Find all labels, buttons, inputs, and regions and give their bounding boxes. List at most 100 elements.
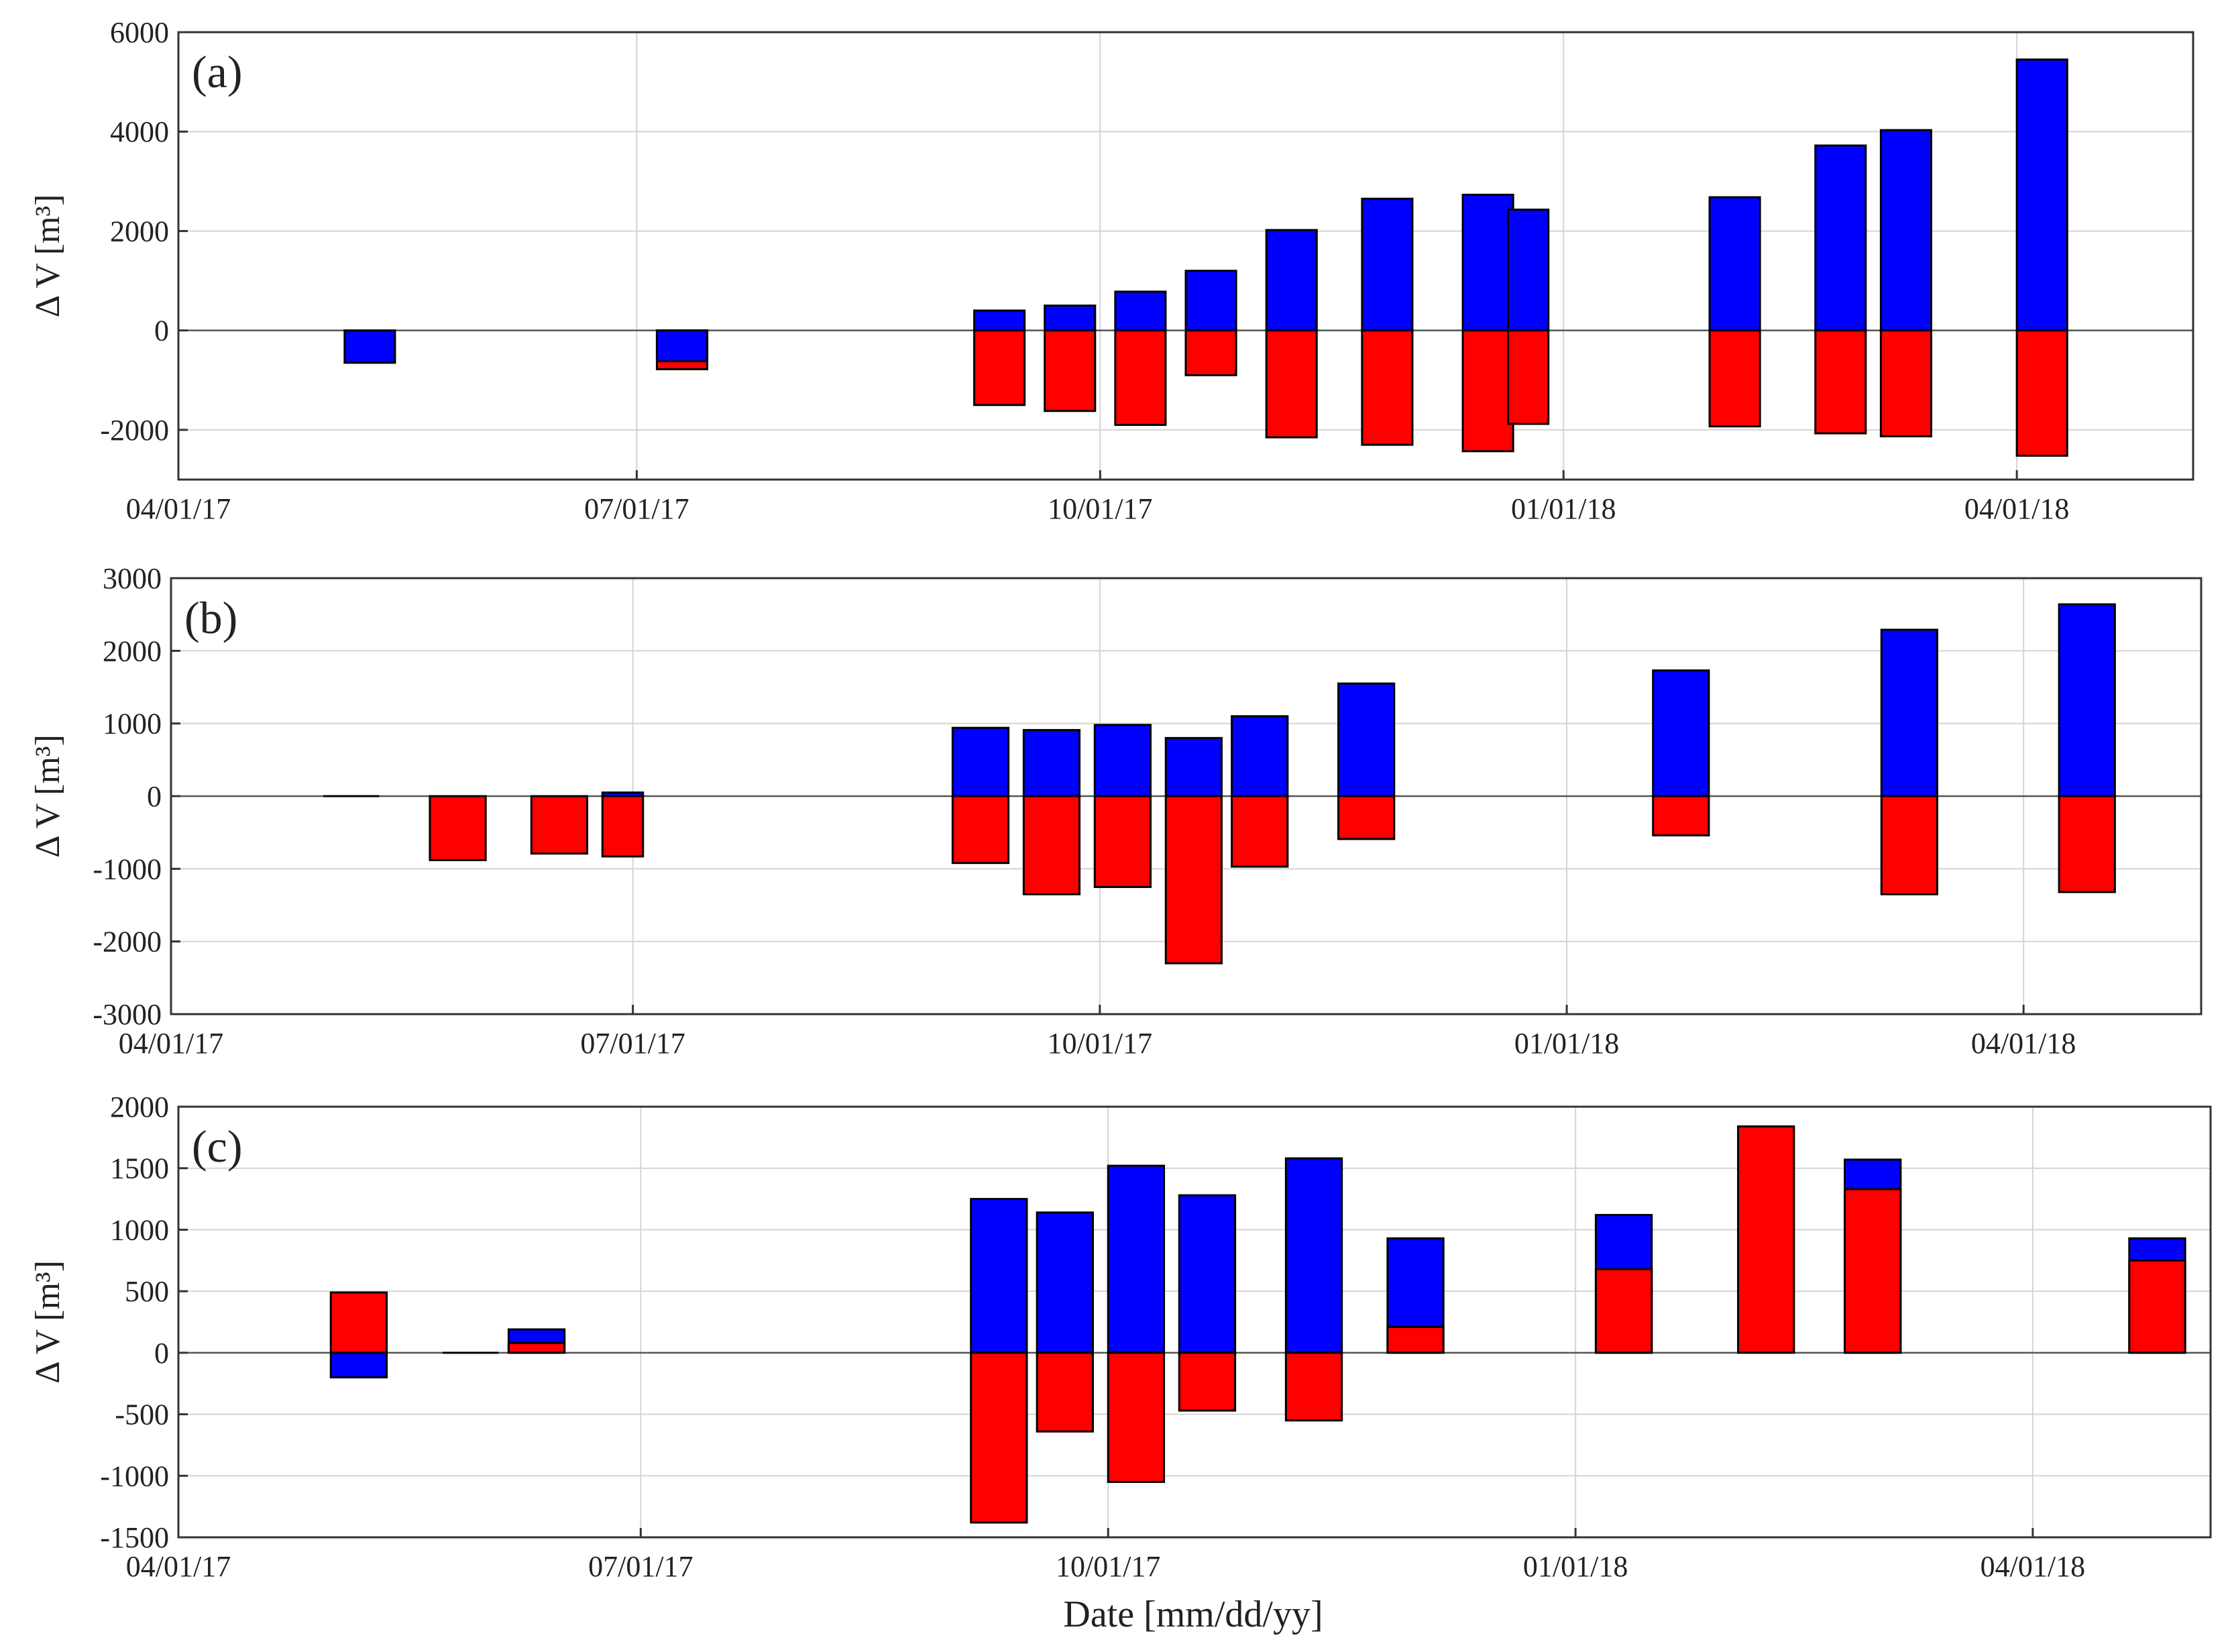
bar-group (530, 795, 589, 855)
y-tick-label: 0 (154, 315, 169, 347)
plot-frame (177, 1105, 2212, 1539)
y-tick-label: -2000 (93, 926, 162, 958)
bar-group (507, 1328, 566, 1354)
y-tick-label: -1000 (93, 852, 162, 885)
blue-bar (1880, 628, 1938, 797)
red-bar (1879, 329, 1932, 438)
bar-group (343, 329, 396, 364)
bar-group (1880, 628, 1938, 895)
red-bar (507, 1341, 566, 1354)
y-tick-label: 2000 (110, 215, 169, 247)
red-bar (329, 1291, 388, 1354)
x-tick-label: 01/01/18 (1523, 1550, 1628, 1583)
blue-bar (970, 1198, 1028, 1354)
panel-label: (c) (192, 1121, 242, 1172)
bar-group (1879, 129, 1932, 438)
bar-group (1184, 270, 1237, 376)
bar-group (1178, 1194, 1237, 1412)
red-bar (429, 795, 487, 861)
y-tick-label: 2000 (103, 635, 162, 667)
blue-bar (1507, 209, 1550, 332)
panel-label: (a) (192, 46, 242, 97)
red-bar (1284, 1352, 1343, 1422)
blue-bar (2058, 603, 2116, 797)
blue-bar (1022, 728, 1081, 797)
x-tick-label: 04/01/18 (1981, 1550, 2085, 1583)
x-tick-label: 10/01/17 (1056, 1550, 1160, 1583)
red-bar (1814, 329, 1867, 435)
bar-group (429, 795, 487, 861)
panel-label: (b) (184, 592, 237, 643)
y-axis-title: Δ V [m³] (29, 1260, 67, 1384)
bar-group (1036, 1211, 1095, 1433)
y-axis-title: Δ V [m³] (29, 734, 67, 858)
blue-bar (1184, 270, 1237, 332)
blue-bar (1361, 197, 1414, 332)
y-tick-label: -1500 (100, 1521, 169, 1554)
red-bar (1507, 329, 1550, 425)
bar-group (1652, 669, 1710, 836)
red-bar (970, 1352, 1028, 1524)
blue-bar (1814, 144, 1867, 332)
x-tick-label: 04/01/17 (126, 492, 231, 525)
blue-bar (1284, 1157, 1343, 1354)
blue-bar (1708, 196, 1761, 332)
bar-group (1507, 209, 1550, 425)
x-tick-label: 04/01/17 (119, 1027, 223, 1060)
bar-group (2015, 58, 2068, 457)
blue-bar (973, 309, 1026, 332)
bar-group (655, 329, 709, 370)
blue-bar (343, 329, 396, 364)
y-tick-label: 1000 (103, 708, 162, 740)
bar-group (1022, 728, 1081, 895)
blue-bar (1337, 682, 1396, 797)
red-bar (601, 795, 645, 858)
bar-group (1708, 196, 1761, 428)
red-bar (1844, 1188, 1902, 1354)
red-bar (1265, 329, 1318, 439)
red-bar (1708, 329, 1761, 428)
red-bar (1093, 795, 1152, 888)
y-tick-label: 4000 (110, 115, 169, 148)
x-tick-label: 04/01/18 (1971, 1027, 2076, 1060)
bar-group (1844, 1158, 1902, 1354)
blue-bar (951, 726, 1010, 797)
red-bar (530, 795, 589, 855)
y-tick-label: -3000 (93, 998, 162, 1031)
blue-bar (1461, 193, 1514, 332)
bar-group (1044, 305, 1097, 412)
red-bar (1178, 1352, 1237, 1412)
bar-group (1107, 1164, 1166, 1483)
bar-group (1337, 682, 1396, 840)
red-bar (1044, 329, 1097, 412)
bar-group (601, 791, 645, 858)
red-bar (1737, 1125, 1795, 1354)
bar-group (1231, 715, 1289, 868)
bar-group (1164, 736, 1223, 965)
y-tick-label: 3000 (103, 562, 162, 595)
bar-group (1361, 197, 1414, 446)
x-tick-label: 04/01/17 (126, 1550, 231, 1583)
y-tick-label: 6000 (110, 16, 169, 49)
panel-1: 6000 4000 2000 0 -2000 04/01/17 07/01/17 10/01/… (29, 16, 2194, 525)
bar-group (2058, 603, 2116, 893)
x-tick-label: 01/01/18 (1514, 1027, 1619, 1060)
bar-group (973, 309, 1026, 406)
blue-bar (1036, 1211, 1095, 1354)
red-bar (973, 329, 1026, 406)
red-bar (2058, 795, 2116, 893)
bar-group (1814, 144, 1867, 435)
bar-group (951, 726, 1010, 865)
y-tick-label: 500 (125, 1275, 169, 1308)
y-tick-label: 1500 (110, 1152, 169, 1185)
blue-bar (1231, 715, 1289, 797)
blue-bar (1114, 290, 1167, 332)
bar-group (1284, 1157, 1343, 1422)
bar-group (2128, 1237, 2186, 1354)
bar-group (1461, 193, 1514, 453)
red-bar (1594, 1268, 1653, 1354)
blue-bar (1178, 1194, 1237, 1354)
y-axis-title: Δ V [m³] (29, 195, 67, 318)
